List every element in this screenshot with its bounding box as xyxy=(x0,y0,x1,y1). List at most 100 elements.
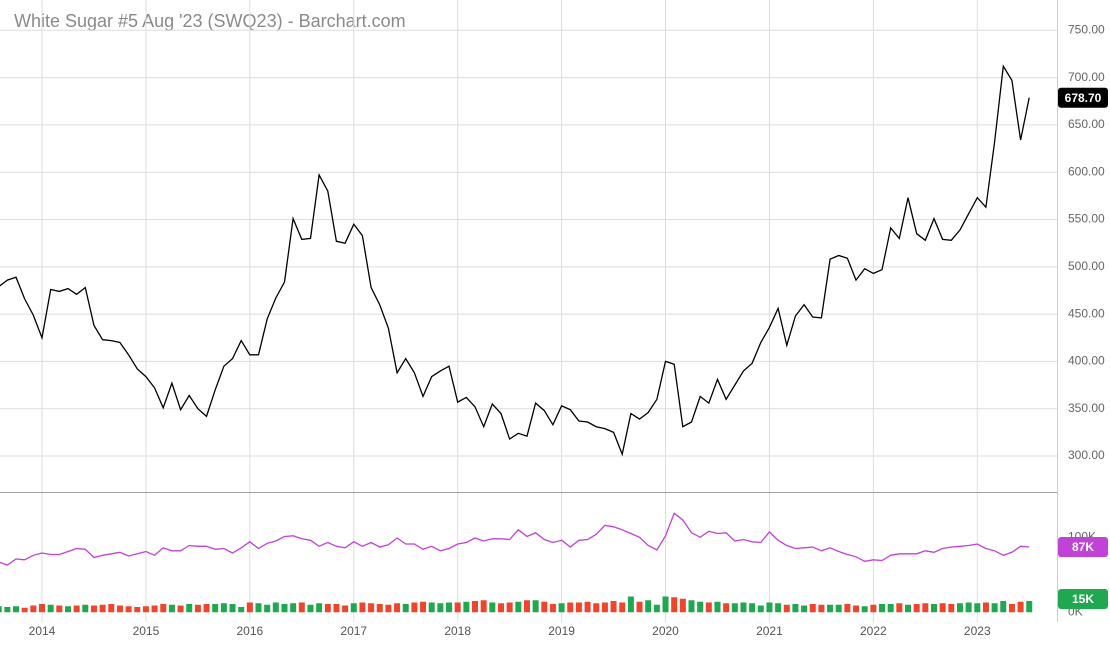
volume-bar xyxy=(645,600,652,613)
x-tick-label: 2017 xyxy=(340,624,367,638)
volume-bar xyxy=(82,604,89,613)
volume-bar xyxy=(653,604,660,613)
y-tick-label: 350.00 xyxy=(1068,401,1105,415)
volume-bar xyxy=(194,604,201,613)
volume-bar xyxy=(90,605,97,613)
volume-bar xyxy=(679,598,686,613)
y-tick-label: 650.00 xyxy=(1068,117,1105,131)
y-tick-label: 500.00 xyxy=(1068,259,1105,273)
volume-bar xyxy=(497,603,504,613)
y-tick-label: 700.00 xyxy=(1068,70,1105,84)
volume-bar xyxy=(697,601,704,613)
volume-bar xyxy=(532,600,539,613)
volume-bar xyxy=(177,605,184,613)
last-value-badge xyxy=(1058,537,1108,557)
x-tick-label: 2014 xyxy=(29,624,56,638)
volume-bar xyxy=(896,603,903,613)
volume-bar xyxy=(272,602,279,613)
volume-bar xyxy=(350,603,357,613)
volume-bar xyxy=(783,604,790,613)
volume-bar xyxy=(168,604,175,613)
volume-bar xyxy=(56,605,63,613)
y-tick-label: 750.00 xyxy=(1068,22,1105,36)
price-line xyxy=(0,64,1030,457)
volume-bar xyxy=(835,604,842,613)
volume-bar xyxy=(39,604,45,613)
volume-bar xyxy=(801,605,808,613)
volume-bar xyxy=(749,603,756,613)
volume-bar xyxy=(480,600,487,613)
volume-bar xyxy=(913,604,920,613)
volume-bar xyxy=(324,604,331,613)
volume-bar xyxy=(965,602,972,613)
x-tick-label: 2021 xyxy=(756,624,783,638)
volume-bar xyxy=(186,604,193,613)
volume-bar xyxy=(619,602,626,613)
volume-bar xyxy=(723,603,730,613)
volume-bar xyxy=(662,596,669,613)
volume-bar xyxy=(212,604,219,613)
volume-bar xyxy=(775,603,782,613)
x-tick-label: 2020 xyxy=(652,624,679,638)
volume-bar xyxy=(116,605,123,613)
volume-bar xyxy=(463,601,470,613)
volume-bar xyxy=(264,604,271,613)
volume-bar xyxy=(515,601,522,613)
volume-bar xyxy=(601,602,608,613)
volume-bar xyxy=(151,605,158,613)
volume-bar xyxy=(134,607,141,613)
x-tick-label: 2019 xyxy=(548,624,575,638)
volume-bar xyxy=(246,602,253,613)
volume-bar xyxy=(420,601,427,613)
volume-bar xyxy=(991,603,998,613)
volume-bar xyxy=(740,602,747,613)
last-value-label: 678.70 xyxy=(1065,91,1102,105)
volume-bar xyxy=(593,603,600,613)
volume-bar xyxy=(47,604,54,613)
volume-bar xyxy=(541,601,548,613)
volume-bar xyxy=(290,603,297,613)
volume-bar xyxy=(974,603,981,613)
y-tick-label: 400.00 xyxy=(1068,354,1105,368)
volume-bar xyxy=(30,605,37,613)
volume-bar xyxy=(394,603,401,613)
volume-bar xyxy=(549,604,556,613)
volume-bar xyxy=(809,604,816,613)
volume-bar xyxy=(376,604,383,613)
volume-bar xyxy=(636,601,643,613)
volume-bar xyxy=(956,603,963,613)
volume-bar xyxy=(229,604,236,613)
volume-bar xyxy=(1026,601,1033,613)
last-value-badge xyxy=(1058,589,1108,609)
volume-bar xyxy=(0,606,2,613)
volume-bar xyxy=(688,600,695,613)
volume-bar xyxy=(307,604,314,613)
x-tick-label: 2015 xyxy=(133,624,160,638)
volume-bar xyxy=(220,603,227,613)
volume-bar xyxy=(610,601,617,613)
volume-bar xyxy=(757,605,764,613)
volume-bar xyxy=(411,602,418,613)
volume-bar xyxy=(489,602,496,613)
y-tick-label: 550.00 xyxy=(1068,212,1105,226)
volume-bar xyxy=(454,602,461,613)
volume-bar xyxy=(238,607,245,613)
volume-bar xyxy=(731,603,738,613)
x-tick-label: 2023 xyxy=(964,624,991,638)
volume-bar xyxy=(584,601,591,613)
volume-bar xyxy=(870,604,877,613)
volume-bar xyxy=(939,603,946,613)
volume-bar xyxy=(342,605,349,613)
volume-bar xyxy=(1000,601,1007,613)
volume-bar xyxy=(4,607,11,613)
volume-bar xyxy=(99,604,106,613)
volume-bar xyxy=(705,602,712,613)
volume-bar xyxy=(333,604,340,613)
volume-bar xyxy=(64,606,71,613)
volume-bar xyxy=(368,603,375,613)
volume-bar xyxy=(1008,604,1015,613)
volume-bar xyxy=(73,605,80,613)
volume-bar xyxy=(879,604,886,613)
volume-bar xyxy=(125,606,132,613)
